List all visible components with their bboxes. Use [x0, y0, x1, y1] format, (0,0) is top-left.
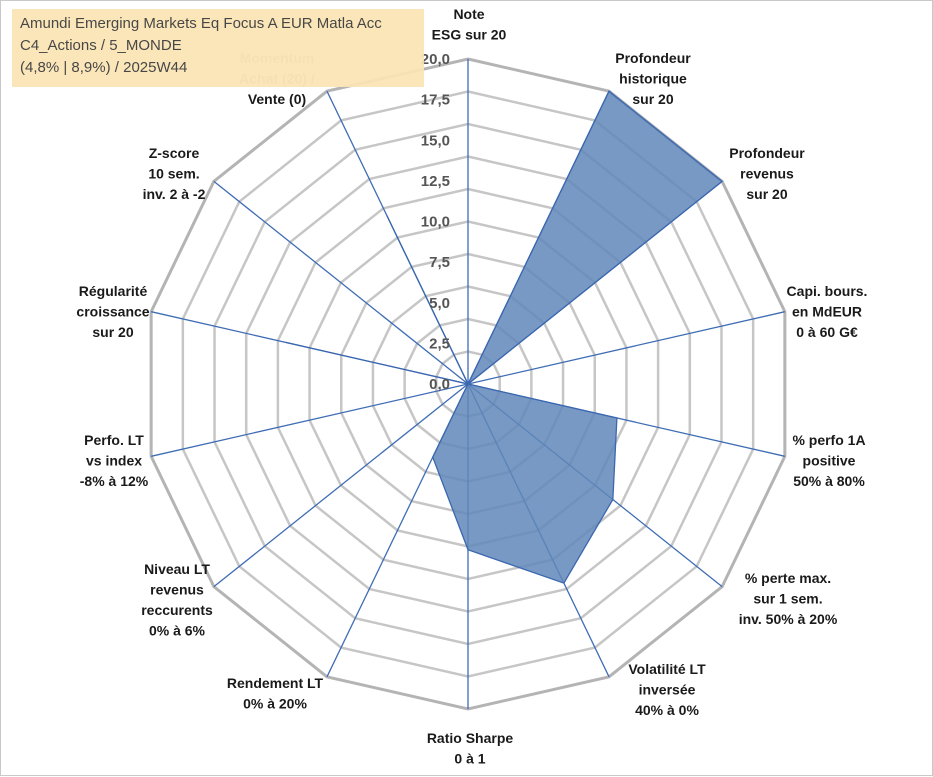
- tick-label: 10,0: [421, 214, 450, 231]
- axis-label-line: sur 20: [746, 186, 787, 202]
- axis-label-line: 0 à 1: [454, 751, 485, 767]
- chart-category: C4_Actions / 5_MONDE: [20, 35, 416, 57]
- axis-label-line: 0% à 6%: [149, 623, 206, 639]
- axis-label-line: Profondeur: [615, 50, 691, 66]
- axis-label-line: sur 1 sem.: [753, 591, 822, 607]
- radial-tick-labels: 0,0 2,5 5,0 7,5 10,0 12,5 15,0 17,5 20,0: [421, 51, 450, 393]
- axis-label-line: 0% à 20%: [243, 696, 307, 712]
- axis-label-line: revenus: [740, 166, 794, 182]
- axis-label-line: Z-score: [149, 145, 200, 161]
- axis-label-line: Note: [453, 6, 484, 22]
- axis-label-line: 10 sem.: [148, 166, 199, 182]
- axis-label-line: inversée: [639, 682, 696, 698]
- axis-label-line: reccurents: [141, 602, 213, 618]
- axis-label-line: Perfo. LT: [84, 432, 144, 448]
- axis-label-line: sur 20: [632, 91, 673, 107]
- axis-label: Régularité croissance sur 20: [76, 283, 149, 340]
- tick-label: 15,0: [421, 132, 450, 149]
- axis-label: Perfo. LT vs index -8% à 12%: [80, 432, 149, 489]
- tick-label: 20,0: [421, 51, 450, 68]
- axis-label: % perfo 1A positive 50% à 80%: [792, 432, 865, 489]
- axis-label-line: Ratio Sharpe: [427, 730, 514, 746]
- axis-label-line: Profondeur: [729, 145, 805, 161]
- axis-label-line: 40% à 0%: [635, 702, 699, 718]
- axis-label-line: Vente (0): [248, 91, 306, 107]
- axis-label: Rendement LT 0% à 20%: [227, 675, 324, 712]
- axis-label: Niveau LT revenus reccurents 0% à 6%: [141, 561, 213, 639]
- axis-label: Volatilité LT inversée 40% à 0%: [628, 661, 706, 718]
- axis-label: Ratio Sharpe 0 à 1: [427, 730, 514, 767]
- axis-label: Profondeur revenus sur 20: [729, 145, 805, 202]
- axis-label-line: Niveau LT: [144, 561, 210, 577]
- axis-label-line: Régularité: [79, 283, 148, 299]
- axis-label: % perte max. sur 1 sem. inv. 50% à 20%: [739, 570, 838, 627]
- axis-label-line: Capi. bours.: [787, 283, 868, 299]
- chart-title: Amundi Emerging Markets Eq Focus A EUR M…: [20, 13, 416, 35]
- axis-label-line: revenus: [150, 582, 204, 598]
- axis-label-line: inv. 50% à 20%: [739, 611, 838, 627]
- axis-label-line: % perte max.: [745, 570, 831, 586]
- axis-label-line: -8% à 12%: [80, 473, 149, 489]
- axis-label-line: ESG sur 20: [432, 27, 507, 43]
- tick-label: 0,0: [429, 376, 450, 393]
- axis-label-line: positive: [803, 453, 856, 469]
- axis-label-line: Volatilité LT: [628, 661, 706, 677]
- tick-label: 2,5: [429, 335, 450, 352]
- axis-label-line: historique: [619, 71, 687, 87]
- axis-label: Note ESG sur 20: [432, 6, 507, 43]
- axis-label-line: % perfo 1A: [792, 432, 865, 448]
- axis-label-line: Rendement LT: [227, 675, 324, 691]
- tick-label: 17,5: [421, 92, 450, 109]
- axis-label-line: 0 à 60 G€: [796, 324, 858, 340]
- title-box: Amundi Emerging Markets Eq Focus A EUR M…: [12, 9, 424, 87]
- axis-label-line: vs index: [86, 453, 142, 469]
- axis-label: Z-score 10 sem. inv. 2 à -2: [143, 145, 206, 202]
- axis-label: Profondeur historique sur 20: [615, 50, 691, 107]
- axis-label-line: inv. 2 à -2: [143, 186, 206, 202]
- axis-label-line: sur 20: [92, 324, 133, 340]
- tick-label: 5,0: [429, 295, 450, 312]
- axis-label-line: croissance: [76, 304, 149, 320]
- chart-period: (4,8% | 8,9%) / 2025W44: [20, 57, 416, 79]
- axis-label-line: 50% à 80%: [793, 473, 865, 489]
- tick-label: 12,5: [421, 173, 450, 190]
- tick-label: 7,5: [429, 254, 450, 271]
- axis-label: Capi. bours. en MdEUR 0 à 60 G€: [787, 283, 868, 340]
- axis-label-line: en MdEUR: [792, 304, 862, 320]
